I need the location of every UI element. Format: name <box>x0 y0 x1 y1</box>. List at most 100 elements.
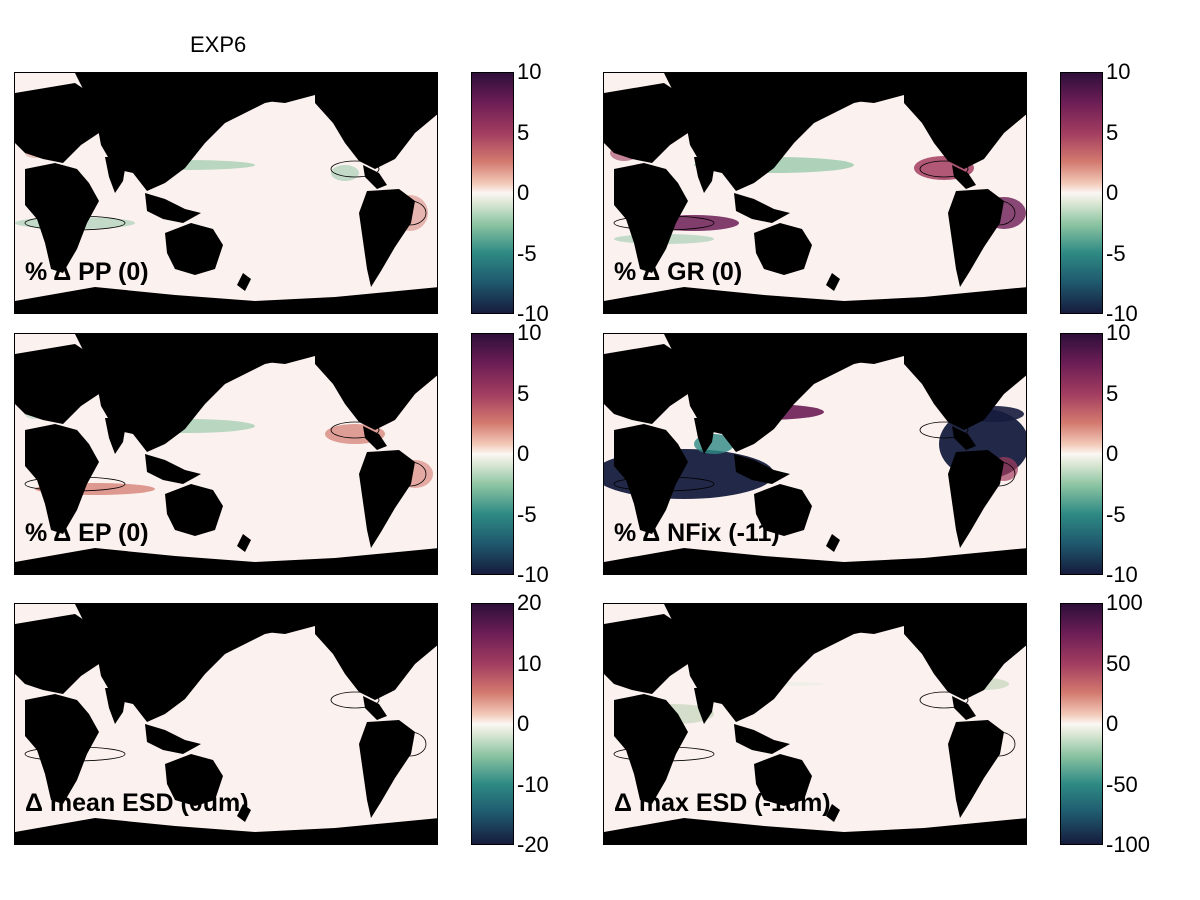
map-panel-max-esd: Δ max ESD (-1um) <box>603 603 1027 845</box>
colorbar <box>1060 603 1103 845</box>
landmass <box>75 334 315 452</box>
landmass <box>25 163 99 273</box>
landmass <box>604 548 1026 574</box>
colorbar-tick-label: -10 <box>517 771 549 797</box>
colorbar-tick-label: 50 <box>1106 650 1131 676</box>
map-panel-nfix: % Δ NFix (-11) <box>603 333 1027 575</box>
colorbar-tick-label: -10 <box>517 562 549 587</box>
colorbar <box>471 72 514 314</box>
colorbar-tick-label: 5 <box>1106 119 1119 145</box>
colorbar-tick-label: 0 <box>517 180 530 205</box>
landmass <box>614 694 688 804</box>
colorbar-tick-label: -20 <box>517 832 549 857</box>
landmass <box>604 287 1026 313</box>
panel-label: Δ max ESD (-1um) <box>614 789 831 817</box>
landmass <box>75 604 315 722</box>
colorbar-tick-label: -50 <box>1106 771 1138 797</box>
colorbar-tick-label: 10 <box>517 650 542 676</box>
panel-label: % Δ EP (0) <box>25 519 149 547</box>
landmass <box>826 804 840 822</box>
landmass <box>952 165 976 189</box>
landmass <box>754 754 812 806</box>
landmass <box>359 720 415 818</box>
landmass <box>614 424 688 534</box>
landmass <box>952 426 976 450</box>
landmass <box>734 454 790 484</box>
landmass <box>826 273 840 291</box>
landmass <box>694 418 716 454</box>
landmass <box>904 334 1026 430</box>
landmass <box>15 344 105 424</box>
landmass <box>25 424 99 534</box>
contour-line <box>330 421 380 439</box>
landmass <box>105 157 127 193</box>
colorbar-tick-label: 0 <box>517 711 530 736</box>
landmass <box>15 83 105 163</box>
colorbar-tick-label: 20 <box>517 590 542 615</box>
landmass <box>363 426 387 450</box>
landmass <box>754 484 812 536</box>
figure-title: EXP6 <box>190 32 247 57</box>
colorbar <box>1060 333 1103 575</box>
landmass <box>948 720 1004 818</box>
colorbar-tick-label: 0 <box>1106 711 1119 736</box>
landmass <box>363 696 387 720</box>
landmass <box>734 193 790 223</box>
landmass <box>105 418 127 454</box>
contour-line <box>919 160 969 178</box>
landmass <box>604 83 694 163</box>
landmass <box>415 73 437 97</box>
colorbar-tick-label: 5 <box>517 380 530 406</box>
landmass <box>105 688 127 724</box>
panel-label: % Δ GR (0) <box>614 258 743 286</box>
landmass <box>15 614 105 694</box>
landmass <box>904 73 1026 169</box>
landmass <box>145 193 201 223</box>
world-map <box>604 604 1026 844</box>
landmass <box>359 450 415 548</box>
colorbar-tick-label: 0 <box>1106 441 1119 466</box>
landmass <box>664 334 904 452</box>
landmass <box>694 688 716 724</box>
landmass <box>904 604 1026 700</box>
colorbar-tick-label: 10 <box>1106 320 1131 345</box>
world-map <box>604 334 1026 574</box>
landmass <box>604 344 694 424</box>
colorbar-tick-label: 5 <box>517 119 530 145</box>
world-map <box>604 73 1026 313</box>
colorbar-tick-label: -5 <box>517 240 537 266</box>
landmass <box>734 724 790 754</box>
landmass <box>415 604 437 628</box>
landmass <box>75 73 315 191</box>
colorbar-tick-label: 0 <box>517 441 530 466</box>
colorbar-tick-label: -10 <box>517 301 549 326</box>
landmass <box>145 454 201 484</box>
landmass <box>237 534 251 552</box>
map-panel-mean-esd: Δ mean ESD (0um) <box>14 603 438 845</box>
landmass <box>15 818 437 844</box>
landmass <box>604 818 1026 844</box>
contour-line <box>919 421 969 439</box>
anomaly-region <box>331 165 359 181</box>
landmass <box>754 223 812 275</box>
landmass <box>614 163 688 273</box>
map-panel-pp: % Δ PP (0) <box>14 72 438 314</box>
landmass <box>952 696 976 720</box>
colorbar-tick-label: -10 <box>1106 562 1138 587</box>
map-panel-ep: % Δ EP (0) <box>14 333 438 575</box>
landmass <box>237 273 251 291</box>
landmass <box>315 73 437 169</box>
colorbar-tick-label: 10 <box>1106 59 1131 84</box>
landmass <box>165 484 223 536</box>
landmass <box>1004 73 1026 97</box>
world-map <box>15 334 437 574</box>
landmass <box>1004 604 1026 628</box>
landmass <box>415 334 437 358</box>
colorbar-tick-label: 0 <box>1106 180 1119 205</box>
colorbar-tick-label: -5 <box>1106 240 1126 266</box>
landmass <box>165 754 223 806</box>
landmass <box>826 534 840 552</box>
landmass <box>25 694 99 804</box>
colorbar-tick-label: 10 <box>517 320 542 345</box>
landmass <box>15 548 437 574</box>
